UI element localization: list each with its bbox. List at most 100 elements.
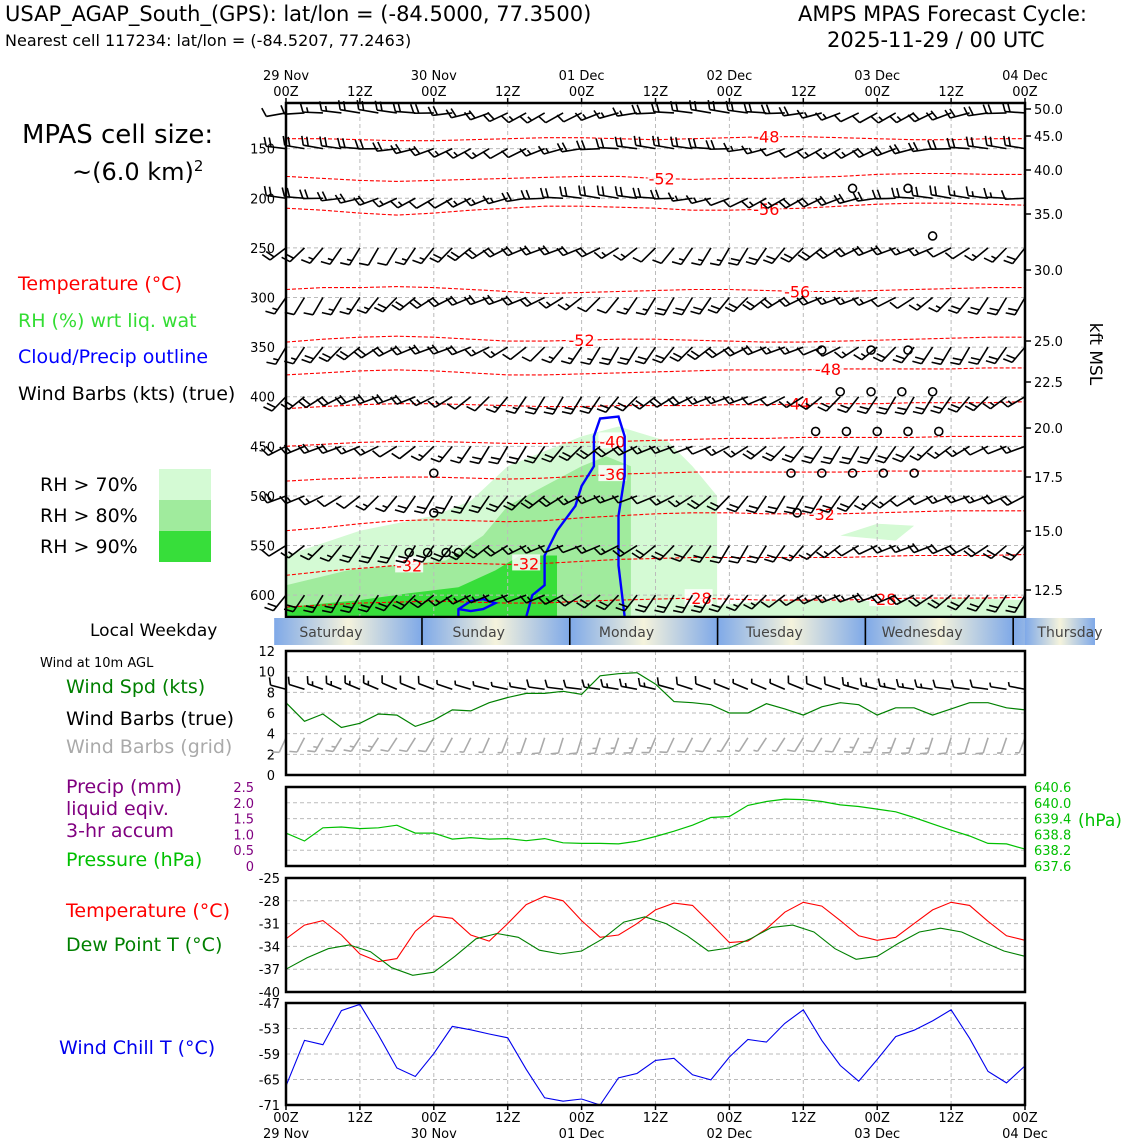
- barb-staff: [903, 396, 915, 415]
- wind-barb-true: [268, 677, 287, 691]
- barb-flag: [485, 408, 496, 413]
- wind-barb: [685, 445, 712, 455]
- isotherm-label: -36: [599, 465, 625, 484]
- barb-flag: [302, 443, 310, 453]
- barb-staff: [544, 594, 564, 605]
- barb-staff: [323, 495, 342, 508]
- barb-flag: [894, 411, 905, 415]
- barb-flag: [962, 447, 971, 456]
- barb-staff: [709, 108, 730, 114]
- barb-flag: [265, 250, 275, 258]
- barb-half-flag: [471, 199, 476, 205]
- windchill-line: [285, 1003, 1026, 1106]
- barb-staff: [995, 297, 1008, 316]
- wind-barb: [593, 544, 619, 556]
- barb-staff: [690, 146, 711, 150]
- wind-barb: [427, 396, 453, 408]
- barb-flag: [693, 554, 703, 559]
- pressure-tick-label: 637.6: [1034, 860, 1071, 875]
- barb-flag: [519, 299, 528, 307]
- wind-barb: [910, 186, 933, 200]
- barb-staff: [806, 682, 823, 690]
- barb-staff: [340, 197, 361, 204]
- barb-staff: [452, 147, 472, 159]
- barb-flag: [487, 546, 496, 555]
- isotherm-label-bg: [567, 331, 596, 348]
- wind-barb: [726, 495, 749, 513]
- barb-flag: [417, 749, 426, 753]
- barb-flag: [801, 251, 811, 258]
- precip-label-1: Precip (mm): [66, 776, 182, 798]
- barb-half-flag: [805, 402, 811, 407]
- barb-flag: [801, 510, 812, 514]
- barb-staff: [896, 112, 915, 124]
- kft-tick-label: 22.5: [1034, 376, 1063, 391]
- barb-half-flag: [563, 498, 569, 504]
- wind-barb-grid: [531, 737, 546, 755]
- barb-flag: [778, 149, 786, 158]
- wind-barb: [321, 297, 343, 316]
- barb-flag: [353, 197, 361, 206]
- barb-half-flag: [600, 496, 606, 502]
- barb-flag: [359, 139, 365, 150]
- barb-flag: [856, 410, 867, 415]
- wind-barb: [894, 396, 915, 415]
- barb-staff: [940, 346, 952, 365]
- barb-staff: [511, 495, 527, 511]
- barb-flag: [833, 296, 841, 305]
- barb-flag: [468, 294, 476, 304]
- barb-flag: [302, 398, 311, 406]
- barb-flag: [796, 109, 804, 119]
- wind-barb: [409, 594, 435, 609]
- barb-half-flag: [379, 200, 384, 206]
- barb-flag: [537, 246, 545, 256]
- barb-flag: [840, 404, 850, 410]
- barb-staff: [968, 145, 989, 150]
- barb-flag: [526, 679, 530, 688]
- barb-flag: [395, 600, 406, 607]
- barb-staff: [952, 247, 971, 260]
- barb-staff: [515, 445, 527, 464]
- bottom-date-label: 02 Dec: [706, 1127, 752, 1140]
- barb-half-flag: [970, 496, 975, 502]
- barb-flag: [605, 752, 614, 755]
- barb-flag: [1003, 259, 1013, 265]
- wind-barb: [556, 142, 582, 153]
- barb-staff: [788, 682, 804, 690]
- barb-flag: [376, 346, 385, 355]
- wind-barb-grid: [957, 737, 971, 755]
- barb-flag: [634, 360, 645, 365]
- wind-barb: [870, 544, 896, 554]
- barb-flag: [471, 504, 481, 510]
- barb-staff: [1006, 495, 1026, 506]
- barb-flag: [482, 195, 490, 205]
- barb-staff: [602, 685, 619, 691]
- barb-staff: [507, 296, 527, 306]
- barb-staff: [896, 296, 915, 309]
- barb-staff: [403, 247, 416, 265]
- barb-flag: [430, 457, 440, 463]
- barb-half-flag: [545, 597, 551, 603]
- wind-barb: [833, 296, 860, 306]
- isotherm-label: -48: [815, 360, 841, 379]
- barb-flag: [414, 103, 420, 114]
- wind-barb: [690, 545, 712, 563]
- barb-staff: [938, 396, 952, 414]
- barb-half-flag: [730, 397, 735, 403]
- weekday-cell: [274, 618, 422, 645]
- barb-staff: [1004, 197, 1026, 200]
- barb-staff: [462, 737, 472, 753]
- barb-flag: [593, 547, 602, 556]
- barb-flag: [652, 358, 662, 364]
- wind-barb: [284, 346, 306, 365]
- wind-barb: [482, 147, 509, 160]
- barb-flag: [985, 494, 994, 503]
- barb-staff: [459, 495, 472, 514]
- windspd-tick-label: 2: [267, 748, 275, 763]
- barb-flag: [542, 497, 551, 505]
- barb-flag: [764, 298, 773, 306]
- wind-barb: [445, 345, 472, 356]
- wind-barb-grid: [587, 737, 601, 755]
- wind-barb: [373, 296, 398, 313]
- wind-barb: [927, 139, 952, 151]
